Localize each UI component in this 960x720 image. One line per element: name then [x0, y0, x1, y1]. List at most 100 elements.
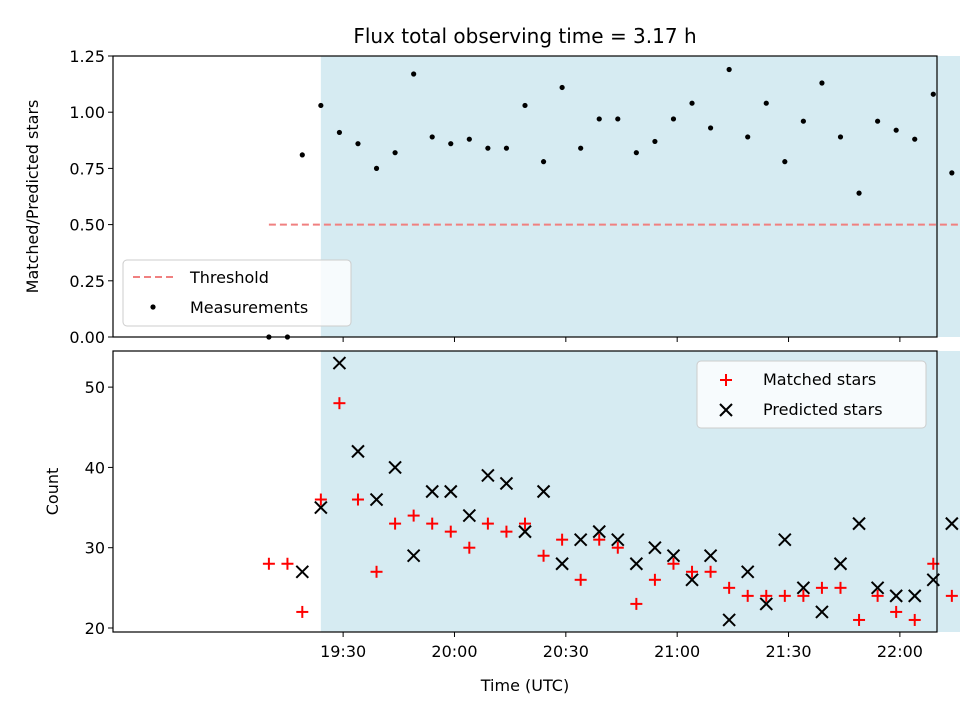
matched-star-point [389, 517, 402, 530]
count-x-tick-label: 20:30 [543, 642, 589, 661]
matched-star-point [630, 597, 643, 610]
ratio-y-tick-label: 0.50 [69, 216, 105, 235]
matched-star-point [444, 525, 457, 538]
matched-star-point [537, 549, 550, 562]
predicted-star-stroke-b [778, 532, 792, 547]
predicted-star-stroke-b [573, 532, 588, 547]
matched-star-point [778, 589, 791, 602]
measurement-point [540, 159, 547, 165]
predicted-star-point [444, 484, 458, 499]
predicted-star-stroke-b [833, 557, 848, 571]
threshold-legend-label: Threshold [189, 268, 269, 287]
predicted-star-stroke-b [722, 613, 736, 627]
predicted-star-point [870, 581, 885, 595]
count-x-tick-label: 21:30 [765, 642, 811, 661]
measurement-point [392, 150, 398, 156]
measurement-point [875, 118, 881, 124]
ratio-x-ticks [342, 337, 901, 342]
chart-title: Flux total observing time = 3.17 h [353, 24, 696, 48]
predicted-star-point [462, 508, 477, 523]
matched-legend-label: Matched stars [763, 370, 876, 389]
predicted-star-stroke-b [629, 557, 644, 571]
predicted-star-stroke-b [685, 573, 699, 587]
count-y-tick-label: 30 [85, 539, 105, 558]
ratio-panel: 0.00 0.25 0.50 0.75 1.00 1.25 Matched/Predict… [23, 47, 960, 347]
predicted-star-point [295, 565, 310, 579]
predicted-star-stroke-b [611, 532, 625, 547]
predicted-star-stroke-b [759, 597, 773, 611]
matched-star-point [593, 533, 606, 546]
measurement-point [930, 91, 936, 97]
predicted-star-point [833, 557, 848, 571]
matched-star-point [648, 573, 661, 586]
matched-star-point [281, 557, 294, 570]
count-y-tick-label: 20 [85, 619, 105, 638]
ratio-y-tick-label: 1.00 [69, 103, 105, 122]
matched-star-point [351, 493, 364, 506]
matched-star-point [890, 605, 903, 618]
predicted-star-stroke-b [499, 476, 514, 491]
predicted-star-stroke-b [666, 549, 681, 563]
matched-star-point [556, 533, 569, 546]
predicted-star-stroke-b [555, 557, 569, 571]
count-y-ticks: 20 30 40 50 [85, 378, 113, 638]
predicted-star-point [908, 589, 922, 603]
matched-star-point [519, 517, 531, 530]
predicted-star-point [611, 532, 625, 547]
predicted-star-point [945, 516, 959, 531]
predicted-star-point [740, 565, 755, 579]
count-y-tick-label: 50 [85, 378, 105, 397]
predicted-star-point [499, 476, 514, 491]
predicted-star-stroke-b [536, 484, 551, 499]
ratio-y-tick-label: 1.25 [69, 47, 105, 66]
predicted-star-point [314, 500, 328, 515]
matched-star-point [704, 565, 717, 578]
predicted-star-stroke-b [703, 549, 718, 563]
predicted-star-stroke-b [870, 581, 885, 595]
measurement-point [726, 66, 732, 73]
predicted-star-stroke-b [796, 581, 811, 595]
predicted-star-point [759, 597, 773, 611]
matched-star-point [370, 565, 383, 578]
predicted-star-stroke-b [740, 565, 755, 579]
matched-star-point [611, 541, 624, 554]
predicted-star-stroke-b [481, 468, 495, 483]
count-axes-frame [112, 350, 938, 633]
predicted-star-stroke-b [815, 605, 829, 619]
ratio-y-ticks: 0.00 0.25 0.50 0.75 1.00 1.25 [69, 47, 113, 347]
predicted-star-stroke-b [388, 460, 402, 475]
predicted-star-point [815, 605, 829, 619]
matched-star-point [834, 581, 847, 594]
predicted-star-point [666, 549, 681, 563]
measurement-point [596, 116, 602, 122]
predicted-star-point [425, 484, 439, 499]
measurement-point [615, 116, 621, 122]
ratio-axes-frame [112, 55, 938, 338]
matched-star-point [871, 589, 884, 602]
measurement-point [355, 141, 361, 147]
matched-star-point [686, 565, 699, 578]
time-x-label: Time (UTC) [480, 676, 569, 695]
predicted-legend-label: Predicted stars [763, 400, 883, 419]
predicted-star-stroke-b [908, 589, 922, 603]
matched-star-point [797, 589, 810, 602]
predicted-legend-swatch [719, 403, 733, 417]
measurement-point [318, 102, 324, 109]
predicted-star-stroke-b [332, 356, 347, 370]
predicted-star-stroke-b [518, 524, 532, 539]
measurement-point [819, 80, 825, 86]
predicted-star-stroke-b [351, 444, 365, 459]
matched-star-point [945, 589, 958, 602]
matched-star-point [481, 517, 494, 530]
predicted-star-stroke-b [295, 565, 310, 579]
count-legend-box [696, 360, 927, 429]
predicted-star-point [685, 573, 699, 587]
predicted-star-point [629, 557, 644, 571]
measurement-point [578, 145, 584, 151]
predicted-star-point [573, 532, 588, 547]
predicted-star-stroke-b [648, 540, 662, 555]
predicted-star-stroke-b [314, 500, 328, 515]
matched-star-point [426, 517, 439, 530]
